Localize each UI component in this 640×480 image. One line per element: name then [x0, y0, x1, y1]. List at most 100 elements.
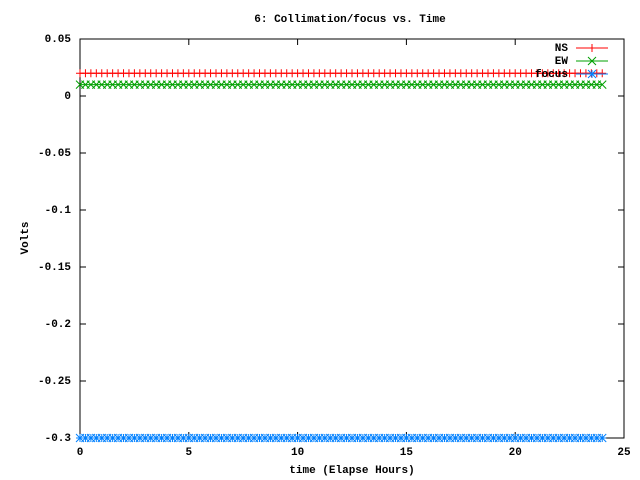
data-point — [423, 433, 433, 443]
data-point — [472, 433, 482, 443]
data-point — [86, 433, 96, 443]
data-point — [227, 433, 237, 443]
data-point — [157, 433, 166, 443]
y-axis-label: Volts — [20, 221, 32, 254]
data-point — [119, 433, 128, 443]
y-tick-label: -0.1 — [45, 205, 72, 217]
legend-marker — [588, 44, 596, 52]
legend-marker — [587, 56, 597, 66]
data-point — [113, 433, 123, 443]
data-point — [97, 433, 107, 443]
data-point — [140, 433, 150, 443]
data-point — [135, 433, 145, 443]
data-point — [255, 433, 264, 443]
data-point — [538, 433, 547, 443]
legend-marker — [587, 69, 597, 79]
data-point — [532, 433, 542, 443]
data-point — [293, 433, 302, 443]
data-point — [91, 433, 101, 443]
data-point — [597, 80, 607, 89]
data-point — [548, 433, 558, 443]
data-point — [75, 433, 85, 443]
data-point — [266, 433, 275, 443]
data-point — [374, 433, 384, 443]
data-point — [211, 433, 221, 443]
data-point — [461, 433, 471, 443]
data-point — [385, 433, 395, 443]
data-point — [429, 433, 438, 443]
data-point — [249, 433, 259, 443]
y-tick-label: 0 — [64, 91, 71, 103]
data-point — [271, 433, 281, 443]
data-point — [146, 433, 156, 443]
data-point — [483, 433, 493, 443]
x-tick-label: 20 — [509, 447, 522, 459]
data-point — [505, 433, 515, 443]
data-point — [287, 433, 297, 443]
x-tick-label: 15 — [400, 447, 414, 459]
chart-title: 6: Collimation/focus vs. Time — [254, 14, 446, 26]
data-point — [217, 433, 226, 443]
data-point — [402, 433, 411, 443]
data-point — [597, 433, 607, 443]
data-point — [325, 433, 335, 443]
data-point — [195, 433, 205, 443]
data-point — [412, 433, 422, 443]
y-tick-label: -0.3 — [45, 433, 72, 445]
y-tick-label: -0.25 — [38, 376, 71, 388]
data-point — [173, 433, 183, 443]
data-point — [200, 433, 210, 443]
y-tick-label: -0.15 — [38, 262, 71, 274]
data-point — [494, 433, 504, 443]
data-point — [260, 433, 270, 443]
data-point — [315, 433, 324, 443]
legend-label: EW — [555, 56, 569, 68]
data-point — [407, 433, 417, 443]
data-point — [320, 433, 330, 443]
data-point — [238, 433, 248, 443]
data-point — [222, 433, 232, 443]
data-point — [233, 433, 243, 443]
data-point — [282, 433, 292, 443]
x-tick-label: 25 — [617, 447, 631, 459]
data-point — [108, 433, 117, 443]
data-point — [499, 433, 509, 443]
x-axis-label: time (Elapse Hours) — [289, 465, 414, 477]
data-point — [276, 433, 286, 443]
y-tick-label: 0.05 — [45, 34, 72, 46]
data-point — [353, 433, 362, 443]
y-tick-label: -0.2 — [45, 319, 71, 331]
data-point — [102, 433, 112, 443]
data-point — [391, 433, 400, 443]
data-point — [331, 433, 341, 443]
data-point — [396, 433, 406, 443]
data-point — [570, 433, 580, 443]
data-point — [451, 433, 460, 443]
data-point — [598, 69, 607, 78]
data-point — [298, 433, 308, 443]
legend-label: NS — [555, 43, 569, 55]
x-tick-label: 10 — [291, 447, 304, 459]
data-point — [418, 433, 428, 443]
data-point — [184, 433, 194, 443]
data-point — [206, 433, 215, 443]
data-point — [456, 433, 466, 443]
data-point — [510, 433, 520, 443]
data-point — [554, 433, 564, 443]
data-point — [521, 433, 531, 443]
data-point — [179, 433, 188, 443]
x-tick-label: 0 — [77, 447, 84, 459]
data-point — [336, 433, 346, 443]
data-point — [445, 433, 455, 443]
data-point — [124, 433, 134, 443]
data-point — [559, 433, 569, 443]
data-point — [489, 433, 498, 443]
data-point — [380, 433, 389, 443]
data-point — [347, 433, 357, 443]
data-point — [189, 433, 199, 443]
data-point — [587, 433, 596, 443]
data-point — [516, 433, 525, 443]
data-point — [543, 433, 553, 443]
